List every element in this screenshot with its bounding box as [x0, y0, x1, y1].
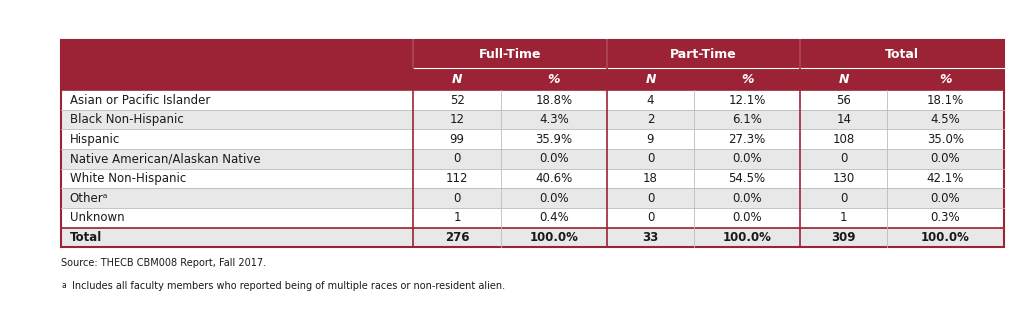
Text: 0.0%: 0.0%	[732, 211, 762, 224]
Text: 276: 276	[444, 231, 469, 244]
Text: Hispanic: Hispanic	[70, 133, 120, 146]
Text: 12: 12	[450, 113, 465, 126]
Text: 0: 0	[647, 192, 654, 205]
Text: Full-Time: Full-Time	[479, 48, 542, 61]
Text: 4: 4	[647, 94, 654, 107]
Text: Source: THECB CBM008 Report, Fall 2017.: Source: THECB CBM008 Report, Fall 2017.	[61, 258, 266, 268]
Bar	[61, 40, 1004, 247]
Text: Includes all faculty members who reported being of multiple races or non-residen: Includes all faculty members who reporte…	[72, 281, 505, 291]
Text: N: N	[645, 73, 655, 86]
Text: N: N	[452, 73, 463, 86]
Text: 54.5%: 54.5%	[729, 172, 766, 185]
Text: 0: 0	[840, 192, 848, 205]
Text: 33: 33	[642, 231, 658, 244]
Text: 112: 112	[445, 172, 468, 185]
Text: Total: Total	[885, 48, 919, 61]
Bar	[61, 188, 1004, 208]
Bar	[61, 90, 1004, 110]
Text: 12.1%: 12.1%	[728, 94, 766, 107]
Text: a: a	[61, 281, 67, 290]
Text: 0.0%: 0.0%	[732, 192, 762, 205]
Text: 0.0%: 0.0%	[931, 152, 961, 165]
Text: 35.9%: 35.9%	[536, 133, 572, 146]
Text: Total: Total	[70, 231, 101, 244]
Bar	[61, 68, 1004, 90]
Text: 27.3%: 27.3%	[728, 133, 766, 146]
Text: White Non-Hispanic: White Non-Hispanic	[70, 172, 186, 185]
Text: N: N	[839, 73, 849, 86]
Text: 0: 0	[647, 152, 654, 165]
Text: 18.1%: 18.1%	[927, 94, 965, 107]
Text: 1: 1	[454, 211, 461, 224]
Bar	[61, 227, 1004, 247]
Text: 6.1%: 6.1%	[732, 113, 762, 126]
Text: %: %	[741, 73, 754, 86]
Text: %: %	[939, 73, 951, 86]
Text: 0.0%: 0.0%	[539, 152, 568, 165]
Text: 4.3%: 4.3%	[539, 113, 568, 126]
Text: 0: 0	[454, 152, 461, 165]
Text: Otherᵃ: Otherᵃ	[70, 192, 108, 205]
Text: 0.0%: 0.0%	[732, 152, 762, 165]
Text: 100.0%: 100.0%	[723, 231, 772, 244]
Text: 2: 2	[647, 113, 654, 126]
Text: 4.5%: 4.5%	[931, 113, 961, 126]
Text: 309: 309	[831, 231, 856, 244]
Text: 40.6%: 40.6%	[536, 172, 572, 185]
Text: 18: 18	[643, 172, 658, 185]
Text: 0.4%: 0.4%	[539, 211, 568, 224]
Text: Unknown: Unknown	[70, 211, 124, 224]
Bar	[61, 110, 1004, 129]
Text: 35.0%: 35.0%	[927, 133, 964, 146]
Text: 18.8%: 18.8%	[536, 94, 572, 107]
Text: 9: 9	[647, 133, 654, 146]
Text: 100.0%: 100.0%	[529, 231, 579, 244]
Bar	[61, 208, 1004, 227]
Text: %: %	[548, 73, 560, 86]
Text: 0.3%: 0.3%	[931, 211, 961, 224]
Text: 108: 108	[833, 133, 855, 146]
Text: 0: 0	[454, 192, 461, 205]
Bar	[61, 149, 1004, 169]
Text: 56: 56	[837, 94, 851, 107]
Text: 0: 0	[840, 152, 848, 165]
Text: 14: 14	[837, 113, 851, 126]
Text: 42.1%: 42.1%	[927, 172, 965, 185]
Text: 52: 52	[450, 94, 465, 107]
Text: 130: 130	[833, 172, 855, 185]
Text: 100.0%: 100.0%	[921, 231, 970, 244]
Text: 1: 1	[840, 211, 848, 224]
Bar	[61, 40, 1004, 68]
Text: 99: 99	[450, 133, 465, 146]
Bar	[61, 169, 1004, 188]
Text: Black Non-Hispanic: Black Non-Hispanic	[70, 113, 183, 126]
Text: Asian or Pacific Islander: Asian or Pacific Islander	[70, 94, 210, 107]
Text: Part-Time: Part-Time	[670, 48, 737, 61]
Text: 0.0%: 0.0%	[539, 192, 568, 205]
Text: Native American/Alaskan Native: Native American/Alaskan Native	[70, 152, 260, 165]
Text: 0: 0	[647, 211, 654, 224]
Text: 0.0%: 0.0%	[931, 192, 961, 205]
Bar	[61, 129, 1004, 149]
